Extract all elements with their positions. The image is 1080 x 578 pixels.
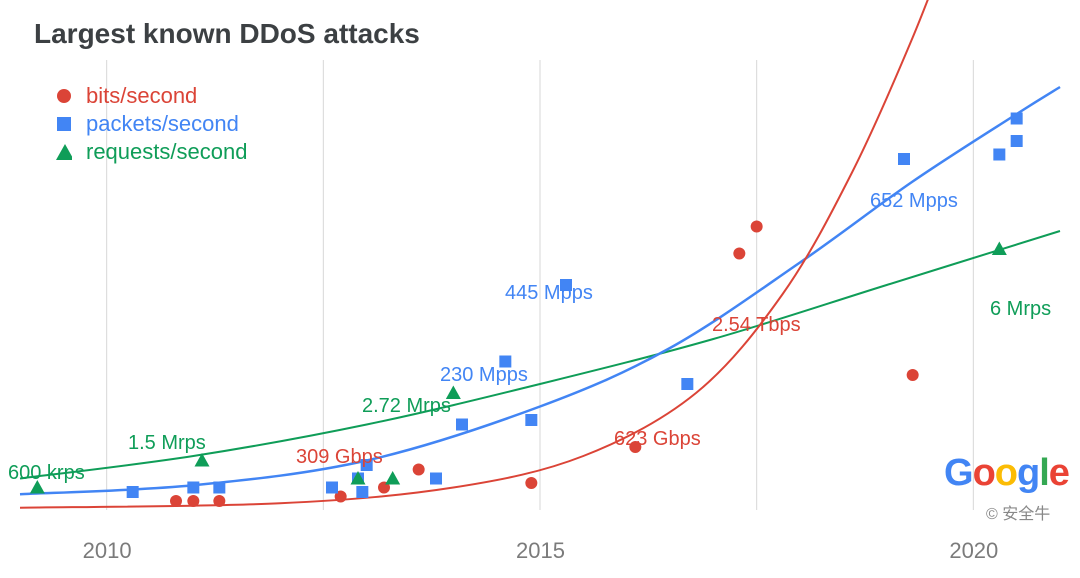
x-tick-2010: 2010 [83, 538, 132, 564]
x-tick-2020: 2020 [949, 538, 998, 564]
point-packets [525, 414, 537, 426]
bits-marker-icon [56, 88, 72, 104]
packets-marker-icon [56, 116, 72, 132]
legend: bits/secondpackets/secondrequests/second [56, 82, 247, 166]
annotation: 309 Gbps [296, 446, 383, 469]
point-bits [907, 369, 919, 381]
point-packets [1011, 135, 1023, 147]
requests-marker-icon [56, 144, 72, 160]
legend-item-requests: requests/second [56, 138, 247, 166]
point-bits [525, 477, 537, 489]
annotation: 6 Mrps [990, 298, 1051, 321]
point-packets [213, 482, 225, 494]
legend-label-packets: packets/second [86, 111, 239, 137]
point-bits [413, 464, 425, 476]
annotation: 2.72 Mrps [362, 395, 451, 418]
legend-label-requests: requests/second [86, 139, 247, 165]
point-packets [456, 419, 468, 431]
point-bits [751, 221, 763, 233]
point-packets [127, 486, 139, 498]
point-packets [993, 149, 1005, 161]
point-packets [681, 378, 693, 390]
annotation: 230 Mpps [440, 364, 528, 387]
legend-item-packets: packets/second [56, 110, 247, 138]
point-packets [1011, 113, 1023, 125]
google-logo: Google [944, 452, 1069, 495]
point-requests [385, 471, 400, 485]
point-bits [213, 495, 225, 507]
watermark-subtext: © 安全牛 [986, 500, 1050, 524]
x-tick-2015: 2015 [516, 538, 565, 564]
point-bits [187, 495, 199, 507]
annotation: 2.54 Tbps [712, 314, 801, 337]
point-packets [356, 486, 368, 498]
legend-label-bits: bits/second [86, 83, 197, 109]
point-packets [326, 482, 338, 494]
point-packets [430, 473, 442, 485]
legend-item-bits: bits/second [56, 82, 247, 110]
chart-title: Largest known DDoS attacks [34, 18, 420, 50]
annotation: 600 krps [8, 462, 85, 485]
annotation: 623 Gbps [614, 428, 701, 451]
point-bits [733, 248, 745, 260]
point-packets [187, 482, 199, 494]
annotation: 652 Mpps [870, 190, 958, 213]
point-bits [170, 495, 182, 507]
annotation: 445 Mpps [505, 282, 593, 305]
point-packets [898, 153, 910, 165]
annotation: 1.5 Mrps [128, 432, 206, 455]
